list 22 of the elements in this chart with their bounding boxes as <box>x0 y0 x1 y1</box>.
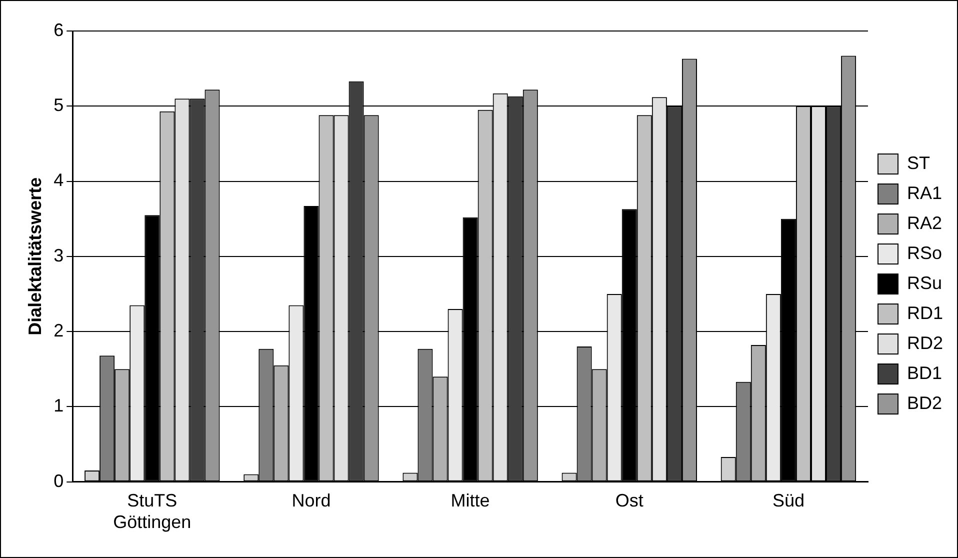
x-tick-label: Mitte <box>450 490 490 511</box>
legend-label: RA1 <box>906 182 942 203</box>
x-tick-label: Nord <box>292 490 331 511</box>
legend-label: RD1 <box>906 302 944 323</box>
x-tick-label: Süd <box>772 490 804 511</box>
legend-label: RSo <box>906 242 942 263</box>
y-tick-label: 0 <box>54 470 64 491</box>
legend-label: BD1 <box>906 362 942 383</box>
y-tick-label: 3 <box>54 245 64 266</box>
y-tick-label: 4 <box>54 170 64 190</box>
legend-label: RD2 <box>906 332 944 353</box>
y-axis-title: Dialektalitätswerte <box>24 177 45 336</box>
y-tick-label: 2 <box>54 320 64 340</box>
x-tick-label: StuTS Göttingen <box>113 490 192 532</box>
x-tick-label: Ost <box>615 490 644 511</box>
y-tick-label: 1 <box>54 396 64 416</box>
y-tick-label: 6 <box>54 20 64 40</box>
legend-label: RSu <box>906 272 942 293</box>
legend-label: ST <box>906 152 930 173</box>
legend-label: RA2 <box>906 212 942 233</box>
y-tick-label: 5 <box>54 95 64 116</box>
legend-label: BD2 <box>906 392 942 413</box>
